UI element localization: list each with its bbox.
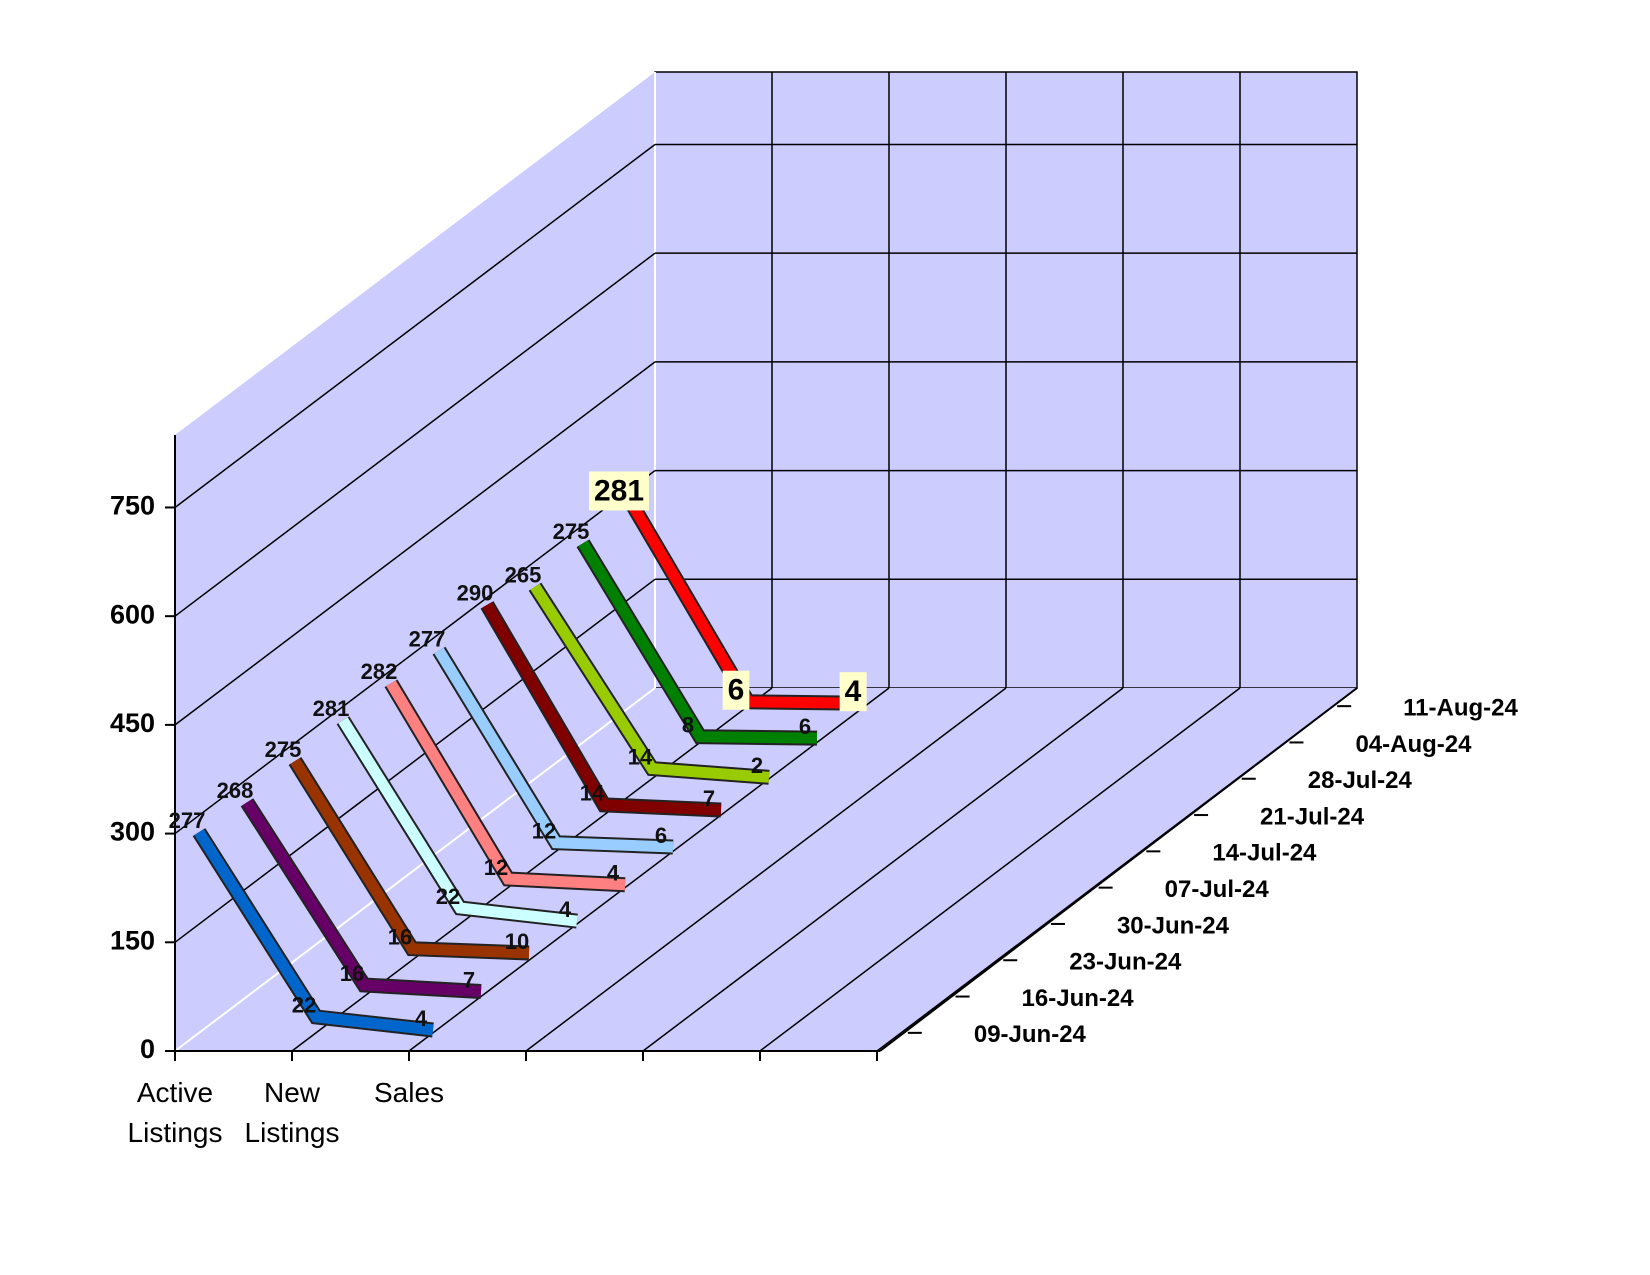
series-line bbox=[386, 680, 626, 891]
depth-label: 14-Jul-24 bbox=[1212, 840, 1317, 867]
data-label: 290 bbox=[457, 581, 494, 606]
depth-label: 07-Jul-24 bbox=[1165, 876, 1270, 903]
data-label: 281 bbox=[594, 474, 644, 507]
series-line bbox=[338, 717, 578, 927]
y-tick-label: 750 bbox=[110, 491, 155, 521]
data-label: 275 bbox=[553, 519, 590, 544]
data-label: 277 bbox=[409, 626, 446, 651]
grid-line bbox=[174, 143, 656, 509]
y-tick-label: 450 bbox=[110, 708, 155, 738]
grid-line bbox=[174, 361, 656, 726]
data-label: 22 bbox=[292, 993, 316, 1018]
data-label: 10 bbox=[505, 929, 529, 954]
series-line bbox=[242, 799, 482, 997]
data-label: 6 bbox=[655, 823, 667, 848]
data-label: 265 bbox=[505, 563, 542, 588]
data-label: 7 bbox=[703, 786, 715, 811]
data-label: 277 bbox=[169, 808, 206, 833]
floor-line bbox=[642, 687, 1124, 1052]
depth-label: 11-Aug-24 bbox=[1403, 694, 1518, 721]
data-label: 4 bbox=[559, 897, 572, 922]
data-label-box bbox=[722, 670, 750, 710]
floor-line bbox=[759, 687, 1241, 1052]
data-label: 4 bbox=[845, 675, 862, 708]
depth-label: 23-Jun-24 bbox=[1069, 949, 1182, 976]
data-label: 22 bbox=[436, 884, 460, 909]
data-label: 16 bbox=[388, 924, 412, 949]
data-label: 275 bbox=[265, 737, 302, 762]
data-label: 268 bbox=[217, 778, 254, 803]
data-label: 2 bbox=[751, 753, 763, 778]
data-label: 6 bbox=[799, 714, 811, 739]
floor-line bbox=[525, 687, 1007, 1052]
floor-line bbox=[876, 687, 1358, 1052]
series-line bbox=[290, 758, 530, 959]
grid-line bbox=[174, 252, 656, 617]
grid-line bbox=[174, 469, 656, 835]
depth-label: 30-Jun-24 bbox=[1117, 912, 1230, 939]
x-tick-label: New Listings bbox=[245, 1077, 340, 1148]
depth-label: 09-Jun-24 bbox=[974, 1021, 1087, 1048]
depth-label: 28-Jul-24 bbox=[1308, 767, 1413, 794]
data-label: 12 bbox=[484, 855, 508, 880]
x-tick-label: Active Listings bbox=[128, 1077, 223, 1148]
depth-label: 21-Jul-24 bbox=[1260, 803, 1365, 830]
y-tick-label: 600 bbox=[110, 599, 155, 629]
data-label: 4 bbox=[415, 1006, 428, 1031]
data-label: 4 bbox=[607, 861, 620, 886]
depth-label: 16-Jun-24 bbox=[1022, 985, 1135, 1012]
data-label-box bbox=[588, 471, 650, 511]
floor-line bbox=[408, 687, 890, 1052]
data-label: 6 bbox=[728, 674, 745, 707]
data-label: 282 bbox=[361, 659, 398, 684]
depth-label: 04-Aug-24 bbox=[1355, 731, 1472, 758]
x-tick-label: Sales bbox=[374, 1077, 444, 1108]
data-label: 16 bbox=[340, 961, 364, 986]
y-tick-label: 0 bbox=[140, 1034, 155, 1064]
series-line bbox=[434, 647, 674, 853]
data-label-box bbox=[839, 672, 867, 712]
y-tick-label: 300 bbox=[110, 817, 155, 847]
series-line bbox=[194, 829, 434, 1036]
series-line bbox=[530, 583, 770, 783]
data-label: 14 bbox=[580, 781, 605, 806]
data-label: 281 bbox=[313, 696, 350, 721]
y-tick-label: 150 bbox=[110, 925, 155, 955]
left-wall bbox=[175, 72, 655, 1051]
series-line bbox=[578, 540, 818, 744]
data-label: 7 bbox=[463, 967, 475, 992]
data-label: 12 bbox=[532, 818, 556, 843]
series-line bbox=[482, 602, 722, 816]
data-label: 14 bbox=[628, 744, 653, 769]
data-label: 8 bbox=[682, 712, 694, 737]
